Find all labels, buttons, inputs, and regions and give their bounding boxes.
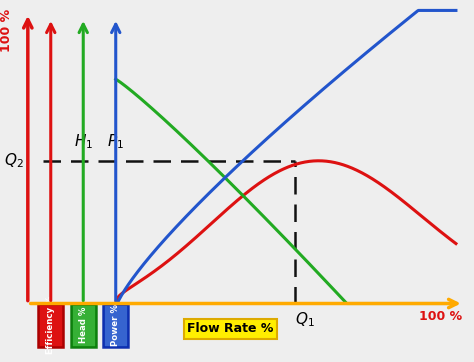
- Text: 100 %: 100 %: [0, 9, 13, 52]
- Text: $Q_1$: $Q_1$: [295, 311, 315, 329]
- Text: $P_1$: $P_1$: [107, 132, 124, 151]
- Text: $Q_2$: $Q_2$: [4, 151, 24, 170]
- Text: 100 %: 100 %: [419, 310, 462, 323]
- Text: Efficiency %: Efficiency %: [46, 296, 55, 354]
- Bar: [38, 303, 63, 347]
- Text: Power %: Power %: [111, 304, 120, 346]
- Text: Head %: Head %: [79, 307, 88, 343]
- Bar: [71, 303, 96, 347]
- Text: $H_1$: $H_1$: [73, 132, 93, 151]
- Text: Flow Rate %: Flow Rate %: [187, 323, 273, 336]
- Bar: [103, 303, 128, 347]
